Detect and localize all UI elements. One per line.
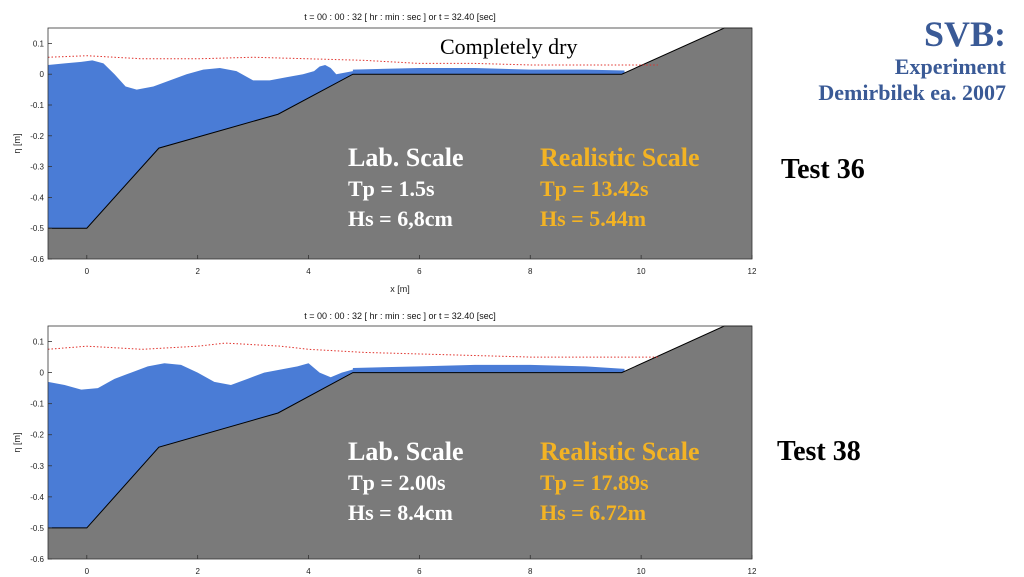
- x-tick-label: 4: [306, 267, 311, 276]
- chart-title: t = 00 : 00 : 32 [ hr : min : sec ] or t…: [304, 12, 496, 22]
- x-tick-label: 10: [637, 567, 646, 576]
- bed-line: [48, 27, 752, 229]
- x-tick-label: 12: [748, 567, 757, 576]
- y-tick-label: -0.6: [30, 255, 44, 264]
- x-tick-label: 2: [195, 567, 200, 576]
- chart-test-38: t = 00 : 00 : 32 [ hr : min : sec ] or t…: [12, 311, 757, 576]
- max-envelope-line: [47, 55, 658, 66]
- axes-frame: [47, 27, 753, 260]
- y-axis-label: η [m]: [12, 432, 22, 452]
- bed-line: [48, 325, 752, 529]
- lab-hs: Hs = 8.4cm: [348, 500, 453, 525]
- brand-reference: Demirbilek ea. 2007: [818, 80, 1006, 105]
- y-tick-label: -0.5: [30, 524, 44, 533]
- test-36-label: Test 36: [781, 154, 865, 185]
- y-tick-label: -0.2: [30, 132, 44, 141]
- y-tick-label: 0.1: [33, 338, 45, 347]
- y-tick-label: -0.4: [30, 493, 44, 502]
- lab-tp: Tp = 2.00s: [348, 470, 446, 495]
- chart-test-36: t = 00 : 00 : 32 [ hr : min : sec ] or t…: [12, 12, 757, 294]
- x-tick-label: 0: [85, 567, 90, 576]
- lab-tp: Tp = 1.5s: [348, 176, 435, 201]
- y-tick-label: -0.3: [30, 462, 44, 471]
- brand-block: SVB: Experiment Demirbilek ea. 2007: [818, 14, 1006, 106]
- y-tick-label: -0.5: [30, 224, 44, 233]
- x-tick-label: 8: [528, 567, 533, 576]
- test-38-label: Test 38: [777, 436, 861, 467]
- x-tick-label: 4: [306, 567, 311, 576]
- axes-frame: [47, 325, 753, 560]
- water-body: [48, 60, 625, 229]
- realistic-scale-header: Realistic Scale: [540, 143, 700, 172]
- brand-experiment: Experiment: [894, 54, 1006, 79]
- x-axis-label: x [m]: [390, 284, 410, 294]
- x-tick-label: 10: [637, 267, 646, 276]
- x-tick-label: 2: [195, 267, 200, 276]
- y-tick-label: -0.1: [30, 400, 44, 409]
- realistic-scale-header: Realistic Scale: [540, 437, 700, 466]
- y-tick-label: -0.6: [30, 555, 44, 564]
- x-tick-label: 6: [417, 267, 422, 276]
- chart-title: t = 00 : 00 : 32 [ hr : min : sec ] or t…: [304, 311, 496, 321]
- x-tick-label: 12: [748, 267, 757, 276]
- y-tick-label: -0.3: [30, 163, 44, 172]
- realistic-hs: Hs = 6.72m: [540, 500, 646, 525]
- realistic-tp: Tp = 17.89s: [540, 470, 649, 495]
- water-body: [48, 363, 625, 528]
- lab-scale-header: Lab. Scale: [348, 437, 464, 466]
- y-tick-label: 0: [40, 70, 45, 79]
- bed-profile: [48, 326, 752, 559]
- y-tick-label: -0.1: [30, 101, 44, 110]
- x-tick-label: 8: [528, 267, 533, 276]
- y-tick-label: 0: [40, 369, 45, 378]
- bed-profile: [48, 28, 752, 259]
- y-tick-label: -0.4: [30, 193, 44, 202]
- x-tick-label: 0: [85, 267, 90, 276]
- y-axis-label: η [m]: [12, 133, 22, 153]
- y-tick-label: 0.1: [33, 39, 45, 48]
- x-tick-label: 6: [417, 567, 422, 576]
- brand-title: SVB:: [923, 14, 1006, 54]
- dry-annotation: Completely dry: [440, 34, 577, 59]
- realistic-tp: Tp = 13.42s: [540, 176, 649, 201]
- max-envelope-line: [47, 342, 658, 358]
- y-tick-label: -0.2: [30, 431, 44, 440]
- lab-scale-header: Lab. Scale: [348, 143, 464, 172]
- realistic-hs: Hs = 5.44m: [540, 206, 646, 231]
- lab-hs: Hs = 6,8cm: [348, 206, 453, 231]
